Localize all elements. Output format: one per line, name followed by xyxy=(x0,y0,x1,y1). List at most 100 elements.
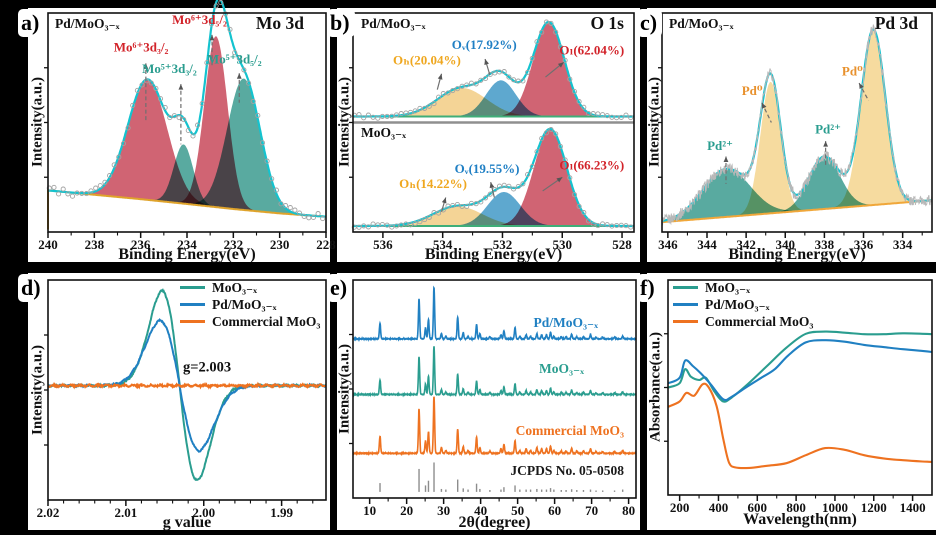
peak-fill xyxy=(353,129,634,226)
peak-annotation: Mo⁶⁺3d₅/₂ xyxy=(172,12,227,27)
x-tick-label: 2.01 xyxy=(114,505,137,520)
absorbance-curve xyxy=(667,339,933,402)
annotation-arrowhead xyxy=(859,83,864,90)
x-tick-label: 200 xyxy=(670,500,690,515)
panel-pd3d-xps: Pd²⁺ Pd⁰ Pd²⁺ Pd⁰ 346 344 342 340 338 336 334 c) I… xyxy=(637,8,936,263)
uvvis-legend-item-moox: MoO₃₋ₓ xyxy=(673,279,813,296)
annotation-arrowhead xyxy=(441,197,447,204)
annotation-arrowhead xyxy=(823,141,829,147)
uvvis-legend-item-commercial: Commercial MoO₃ xyxy=(673,313,813,330)
legend-label-commercial: Commercial MoO₃ xyxy=(212,313,321,329)
panel-mo3d-xps: Mo⁶⁺3d₃/₂ Mo⁵⁺3d₃/₂ Mo⁶⁺3d₅/₂ Mo⁵⁺3d₅/₂ 240 2… xyxy=(18,0,336,263)
x-tick-label: 1200 xyxy=(861,500,887,515)
peak-annotation: Pd⁰ xyxy=(742,83,763,98)
legend-swatch-commercial xyxy=(180,320,205,323)
peak-annotation: Oₗ(62.04%) xyxy=(559,43,624,58)
xrd-pattern xyxy=(352,396,637,457)
peak-annotation: Pd⁰ xyxy=(842,63,863,78)
panel-label-b: b) xyxy=(327,9,355,37)
peak-annotation: g=2.003 xyxy=(183,359,231,375)
o1s-x-axis-label: Binding Energy(eV) xyxy=(424,246,563,263)
peak-annotation: Pd²⁺ xyxy=(707,138,733,153)
background-baseline xyxy=(47,189,327,230)
x-tick-label: 230 xyxy=(270,237,290,252)
plot-frame xyxy=(667,279,933,496)
x-tick-label: 1400 xyxy=(900,500,926,515)
x-tick-label: 1.99 xyxy=(270,505,293,520)
o1s-plot-canvas: Oₕ(20.04%)Oᵥ(17.92%) Oₗ(62.04%) Oₕ(14.22%)… xyxy=(349,12,635,252)
panel-label-f: f) xyxy=(637,274,660,302)
legend-label-commercial: Commercial MoO₃ xyxy=(705,313,814,329)
uvvis-legend-item-pdmoox: Pd/MoO₃₋ₓ xyxy=(673,296,813,313)
uvvis-legend: MoO₃₋ₓ Pd/MoO₃₋ₓ Commercial MoO₃ xyxy=(673,279,813,330)
legend-swatch-moox xyxy=(673,286,698,289)
peak-annotation: Oₕ(14.22%) xyxy=(399,176,467,191)
peak-annotation: Mo⁵⁺3d₃/₂ xyxy=(142,61,197,76)
raw-data-points xyxy=(351,19,634,121)
annotation-arrowhead xyxy=(236,73,242,79)
x-tick-label: 40 xyxy=(474,503,487,518)
xrd-y-axis-label: Intensity(a.u.) xyxy=(336,343,353,435)
epr-y-axis-label: Intensity(a.u.) xyxy=(29,344,46,436)
x-tick-label: 20 xyxy=(400,503,413,518)
pd3d-title: Pd 3d xyxy=(874,13,918,33)
o1s-sample-label-top: Pd/MoO₃₋ₓ xyxy=(361,16,426,31)
o1s-y-axis-label: Intensity(a.u.) xyxy=(336,76,353,168)
panel-label-e: e) xyxy=(327,274,353,302)
epr-x-axis-label: g value xyxy=(162,514,212,531)
peak-annotation: Oᵥ(17.92%) xyxy=(452,37,517,52)
x-tick-label: 30 xyxy=(437,503,450,518)
annotation-arrowhead xyxy=(556,177,563,183)
x-tick-label: 2.02 xyxy=(37,505,60,520)
x-tick-label: 338 xyxy=(815,237,835,252)
x-tick-label: 342 xyxy=(736,237,756,252)
plot-frame xyxy=(352,279,637,499)
panel-label-a: a) xyxy=(18,9,45,37)
panel-uvvis: 200 400 600 800 1000 1200 1400 f) Absorbance(a… xyxy=(637,273,936,530)
x-tick-label: 236 xyxy=(131,237,151,252)
plot-frame xyxy=(47,279,327,501)
annotation-arrowhead xyxy=(209,34,215,41)
xrd-pattern xyxy=(352,285,637,343)
epr-legend: MoO₃₋ₓ Pd/MoO₃₋ₓ Commercial MoO₃ xyxy=(180,279,320,330)
raw-data-points xyxy=(351,127,634,230)
absorbance-curve xyxy=(667,330,933,403)
annotation-arrowhead xyxy=(761,102,767,109)
annotation-arrowhead xyxy=(143,63,149,69)
mo3d-x-axis-label: Binding Energy(eV) xyxy=(118,246,256,263)
mo3d-plot-canvas: Mo⁶⁺3d₃/₂ Mo⁵⁺3d₃/₂ Mo⁶⁺3d₅/₂ Mo⁵⁺3d₅/₂ 240 2… xyxy=(38,0,336,252)
xrd-trace-label-pdmoox: Pd/MoO₃₋ₓ xyxy=(533,315,598,330)
o1s-title: O 1s xyxy=(590,13,624,33)
raw-data-points xyxy=(46,0,326,222)
plot-frame xyxy=(352,12,635,233)
x-tick-label: 10 xyxy=(363,503,376,518)
annotation-arrowhead xyxy=(178,84,184,90)
xrd-x-axis-label: 2θ(degree) xyxy=(458,514,531,531)
epr-plot-canvas: g=2.003 2.02 2.01 2.00 1.99 xyxy=(37,279,327,520)
raw-data-line xyxy=(661,23,933,226)
x-tick-label: 536 xyxy=(373,237,393,252)
x-tick-label: 600 xyxy=(748,500,768,515)
fit-envelope xyxy=(47,0,327,218)
o1s-sample-label-bottom: MoO₃₋ₓ xyxy=(361,125,407,140)
x-tick-label: 800 xyxy=(786,500,806,515)
pd3d-x-axis-label: Binding Energy(eV) xyxy=(728,246,866,263)
plot-frame xyxy=(661,12,933,233)
pd3d-plot-canvas: Pd²⁺ Pd⁰ Pd²⁺ Pd⁰ 346 344 342 340 338 336 334 xyxy=(658,12,933,252)
x-tick-label: 234 xyxy=(177,237,197,252)
mo3d-sample-label: Pd/MoO₃₋ₓ xyxy=(55,16,120,31)
peak-fill xyxy=(48,79,326,217)
x-tick-label: 2.00 xyxy=(192,505,215,520)
peak-annotation: Oₕ(20.04%) xyxy=(393,52,461,67)
x-tick-label: 80 xyxy=(622,503,635,518)
annotation-arrowhead xyxy=(489,182,495,189)
x-tick-label: 60 xyxy=(548,503,561,518)
peak-annotation: Mo⁶⁺3d₃/₂ xyxy=(114,39,169,54)
legend-label-pdmoox: Pd/MoO₃₋ₓ xyxy=(705,296,770,312)
panel-o1s-xps: Oₕ(20.04%) Oᵥ(17.92%) Oₗ(62.04%) Oₕ(14.22%)… xyxy=(327,8,640,263)
xrd-trace-label-moox: MoO₃₋ₓ xyxy=(538,361,584,376)
annotation-arrowhead xyxy=(723,156,729,162)
annotation-arrowhead xyxy=(484,58,489,65)
absorbance-curve xyxy=(667,382,933,470)
epr-legend-item-pdmoox: Pd/MoO₃₋ₓ xyxy=(180,296,320,313)
